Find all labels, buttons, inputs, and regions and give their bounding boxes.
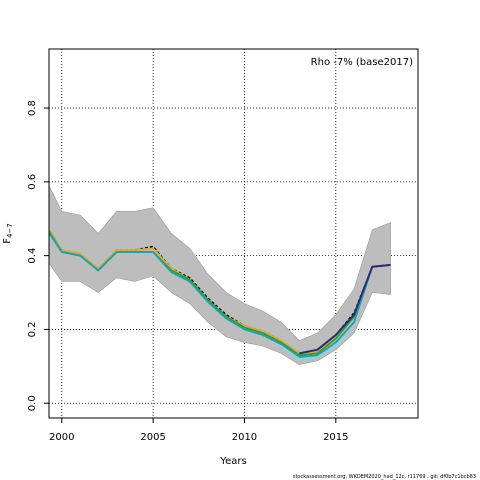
y-tick-label: 0.4 [27,248,38,264]
x-tick-label: 2010 [232,432,257,443]
y-axis-label-sub: 4−7 [6,223,14,238]
series-line-3 [49,230,391,359]
series-line-5 [299,263,391,355]
x-tick-label: 2005 [140,432,165,443]
x-axis: 2000 2005 2010 2015 [49,418,349,443]
y-tick-label: 0.6 [27,174,38,190]
y-axis: 0.0 0.2 0.4 0.6 0.8 [27,100,49,411]
y-tick-label: 0.0 [27,395,38,411]
series-line-4 [280,328,355,360]
y-tick-label: 0.2 [27,321,38,337]
y-tick-label: 0.8 [27,100,38,116]
chart-annotation: Rho -7% (base2017) [311,57,413,68]
y-axis-label: F4−7 [2,223,14,244]
series-lines [49,227,391,360]
x-tick-label: 2015 [323,432,348,443]
footer-text: stockassessment.org, WKDEM2020_had_12c, … [293,474,476,480]
plot-frame [48,48,419,419]
y-axis-label-main: F [2,238,13,244]
x-tick-label: 2000 [49,432,74,443]
confidence-band [49,184,391,365]
x-axis-label: Years [219,456,246,467]
confidence-band-area [49,184,391,365]
